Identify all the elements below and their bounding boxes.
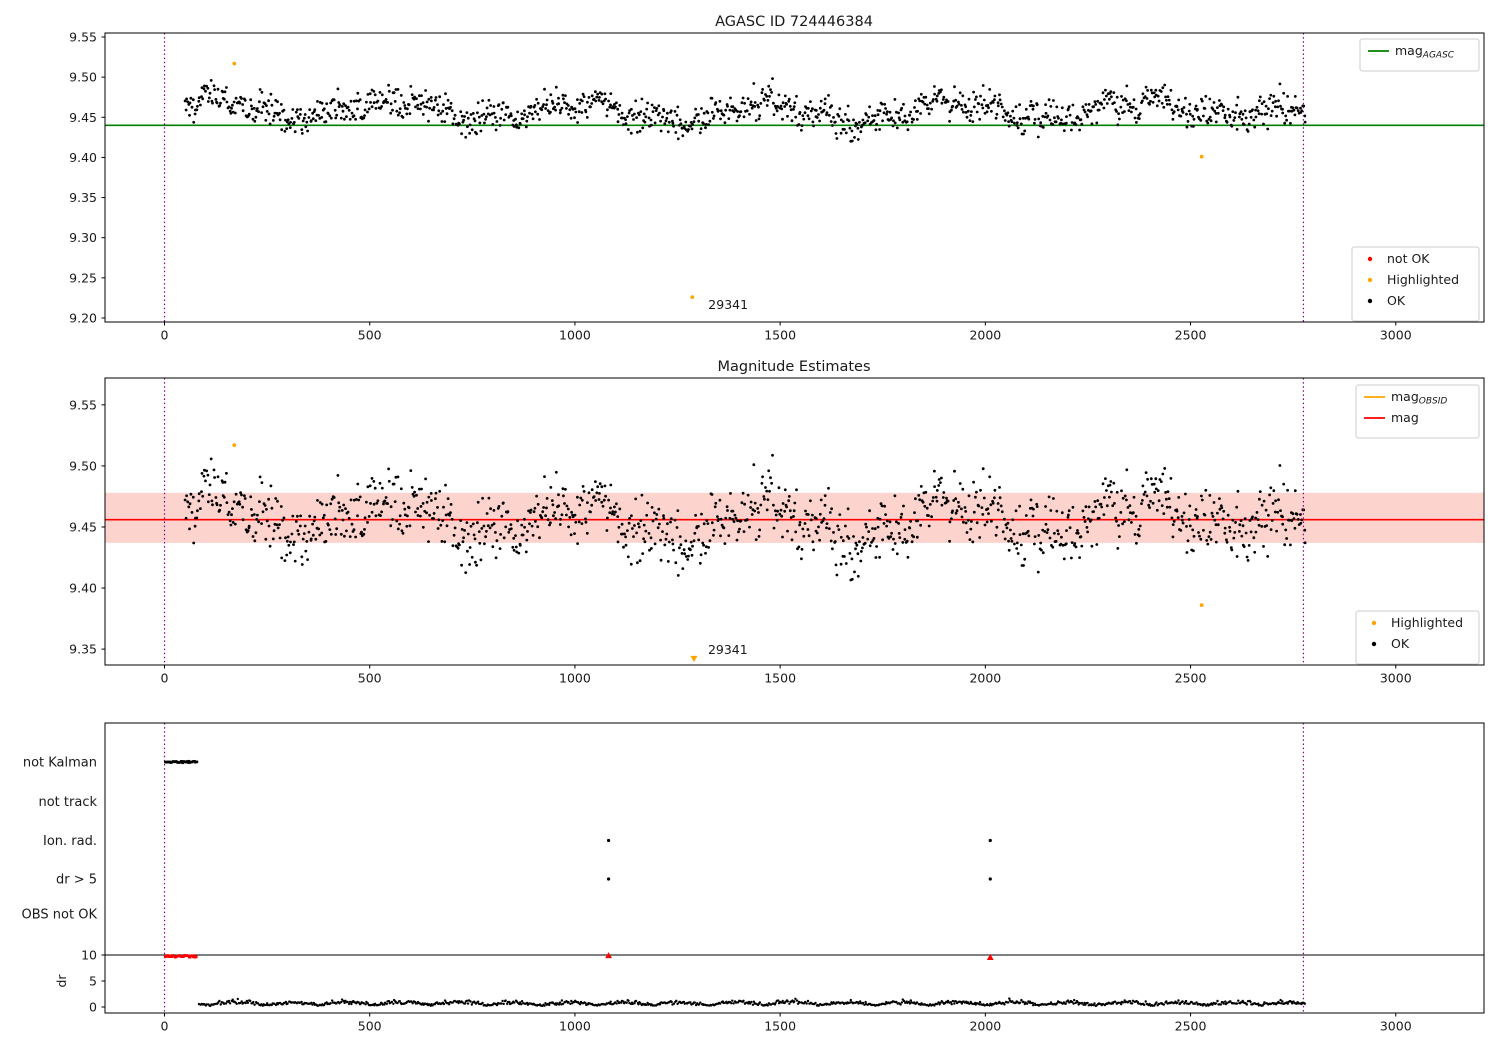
ok-points	[183, 453, 1307, 582]
flag-row-label: dr > 5	[56, 873, 97, 888]
flag-row-label: OBS not OK	[22, 908, 98, 923]
legend-label: OK	[1391, 636, 1410, 651]
not-kalman-points	[164, 759, 199, 765]
x-tick-label: 2500	[1175, 1019, 1207, 1034]
highlighted-points	[232, 61, 1204, 159]
legend-label: mag	[1391, 410, 1419, 425]
annotated-outlier: 29341	[690, 642, 748, 663]
flag-row-label: Ion. rad.	[43, 834, 97, 849]
y-tick-label: 9.55	[69, 397, 97, 412]
flag-row-label: not track	[38, 795, 97, 810]
legend-label: not OK	[1387, 251, 1430, 266]
x-tick-label: 1500	[764, 1019, 796, 1034]
panel-flags-dr: 0 500 1000 1500 2000 2500 3000 not Kalman not tr…	[22, 722, 1485, 1034]
x-tick-label: 0	[161, 328, 169, 343]
x-tick-label: 1000	[559, 1019, 591, 1034]
legend-dot-sample	[1371, 641, 1377, 647]
annotation-label: 29341	[708, 297, 748, 312]
x-tick-label: 2500	[1175, 671, 1207, 686]
y-tick-label: 9.20	[69, 310, 97, 325]
x-axis-ticks: 0 500 1000 1500 2000 2500 3000	[161, 1013, 1412, 1034]
y-tick-label: 9.35	[69, 190, 97, 205]
dr-tick-label: 10	[81, 948, 97, 963]
x-tick-label: 1500	[764, 671, 796, 686]
dr-gt-5-points	[606, 877, 992, 881]
legend-label: OK	[1387, 293, 1406, 308]
legend-box	[1355, 610, 1480, 665]
y-tick-label: 9.45	[69, 110, 97, 125]
mag-uncertainty-band	[105, 492, 1484, 543]
x-tick-label: 3000	[1380, 671, 1412, 686]
ion-rad-points	[606, 838, 992, 843]
y-tick-label: 9.45	[69, 519, 97, 534]
dr-axis-label: dr	[54, 974, 69, 988]
panel-agasc-mag: 29341 0 500 1000 1500 2000 2500 3000 9.55 9.50 9.4…	[69, 30, 1485, 343]
y-tick-label: 9.35	[69, 642, 97, 657]
legend-label: Highlighted	[1391, 615, 1463, 630]
axes-frame	[104, 32, 1485, 323]
panel1-title: AGASC ID 724446384	[715, 14, 873, 30]
x-tick-label: 2500	[1175, 328, 1207, 343]
x-tick-label: 1000	[559, 328, 591, 343]
x-tick-label: 3000	[1380, 328, 1412, 343]
ok-points	[183, 77, 1307, 143]
x-tick-label: 500	[358, 671, 382, 686]
x-tick-label: 1500	[764, 328, 796, 343]
y-tick-label: 9.25	[69, 270, 97, 285]
dr-tick-label: 0	[89, 1000, 97, 1015]
y-tick-label: 9.50	[69, 70, 97, 85]
dr-not-ok-cluster	[163, 954, 198, 959]
highlighted-points	[232, 443, 1204, 608]
flag-row-labels: not Kalman not track Ion. rad. dr > 5 OBS no…	[22, 756, 98, 923]
legend-dot-sample	[1367, 256, 1373, 262]
legend-dot-sample	[1367, 277, 1373, 283]
x-tick-label: 2000	[969, 1019, 1001, 1034]
x-tick-label: 1000	[559, 671, 591, 686]
x-axis-ticks: 0 500 1000 1500 2000 2500 3000	[161, 665, 1412, 686]
axes-frame	[104, 722, 1485, 1014]
legend-box	[1359, 38, 1480, 72]
legend-box	[1355, 384, 1480, 439]
y-tick-label: 9.50	[69, 458, 97, 473]
y-tick-label: 9.30	[69, 230, 97, 245]
axes-frame	[104, 377, 1485, 666]
y-axis-ticks: 9.55 9.50 9.45 9.40 9.35	[69, 397, 105, 657]
panel-magnitude-estimates: 29341 0 500 1000 1500 2000 2500 3000 9.55 9.50 9.4…	[69, 377, 1485, 686]
y-tick-label: 9.55	[69, 30, 97, 45]
legend-box	[1351, 246, 1480, 322]
y-axis-ticks: 9.55 9.50 9.45 9.40 9.35 9.30 9.25 9.20	[69, 30, 105, 325]
annotated-outlier: 29341	[690, 295, 748, 312]
x-tick-label: 0	[161, 671, 169, 686]
annotation-label: 29341	[708, 642, 748, 657]
dr-tick-label: 5	[89, 974, 97, 989]
x-tick-label: 0	[161, 1019, 169, 1034]
flag-row-label: not Kalman	[23, 756, 97, 771]
dr-ticks: 10 5 0	[81, 948, 105, 1015]
legend-label: Highlighted	[1387, 272, 1459, 287]
x-axis-ticks: 0 500 1000 1500 2000 2500 3000	[161, 322, 1412, 343]
y-tick-label: 9.40	[69, 150, 97, 165]
x-tick-label: 2000	[969, 671, 1001, 686]
y-tick-label: 9.40	[69, 581, 97, 596]
x-tick-label: 3000	[1380, 1019, 1412, 1034]
x-tick-label: 500	[358, 1019, 382, 1034]
dr-not-ok-markers	[605, 952, 994, 960]
legend-dot-sample	[1367, 298, 1373, 304]
legend-dot-sample	[1371, 620, 1377, 626]
x-tick-label: 500	[358, 328, 382, 343]
x-tick-label: 2000	[969, 328, 1001, 343]
dr-ok-points	[197, 997, 1307, 1008]
panel2-title: Magnitude Estimates	[717, 359, 870, 375]
